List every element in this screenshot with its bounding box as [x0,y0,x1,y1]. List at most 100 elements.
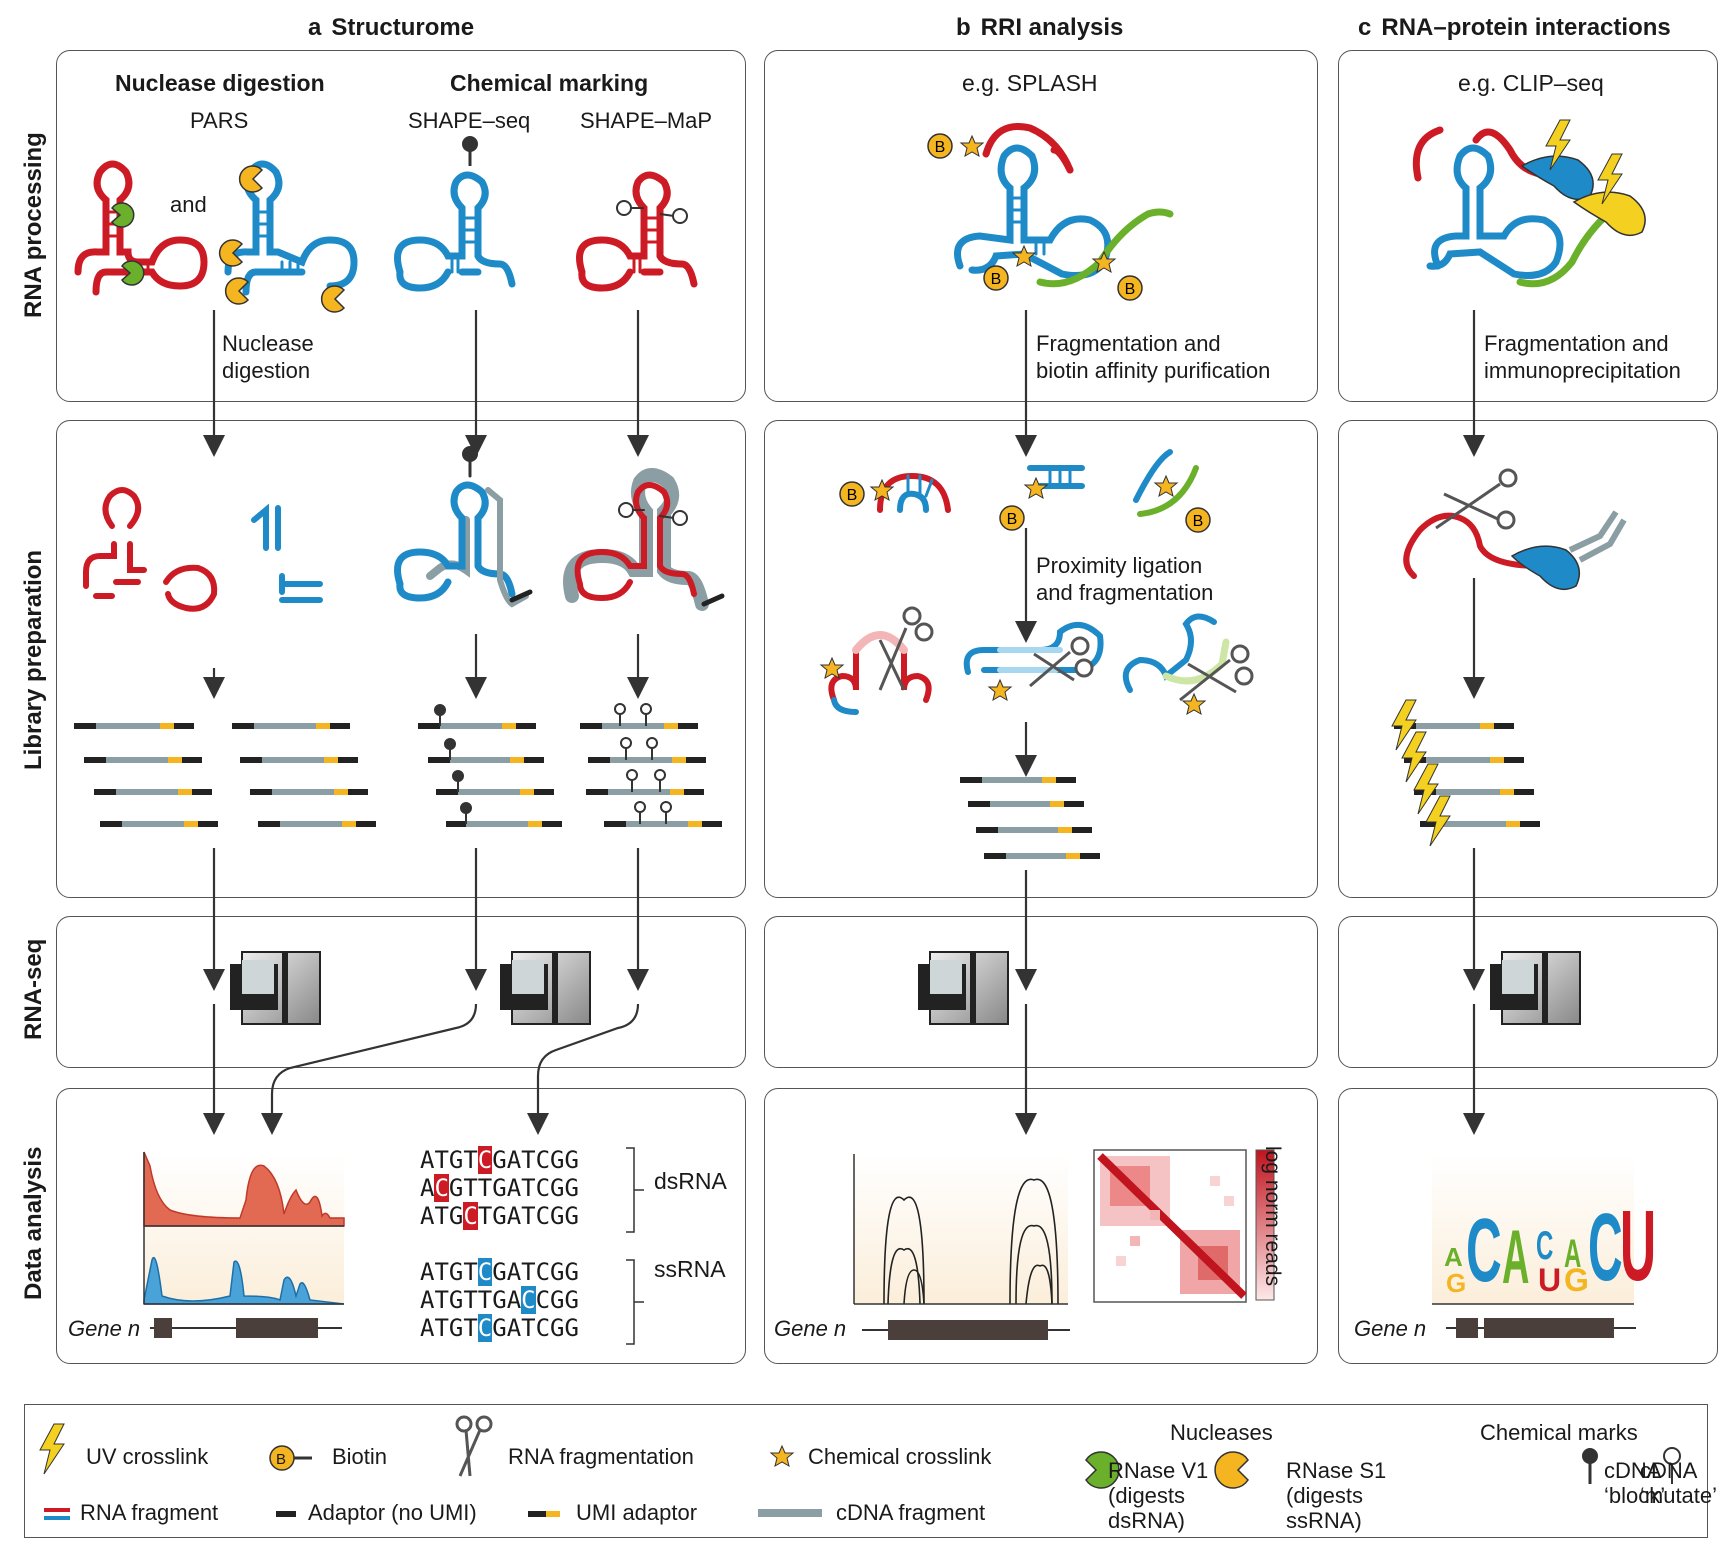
cdna-reads-b [960,777,1100,859]
panel-c-rna-processing [1338,50,1718,402]
legend-biotin-mark: B [276,1451,287,1468]
read-uv-icons [1391,699,1451,847]
legend-cdna-icon [758,1509,822,1517]
legend-frag-label: RNA fragmentation [508,1444,694,1469]
ligated-chimeras [828,613,1230,715]
cdna-block-mark [462,136,478,166]
legend-nucleases-heading: Nucleases [1170,1420,1273,1445]
shape-map-rna [576,171,698,292]
panel-a-rna-processing [56,50,746,402]
svg-text:B: B [847,487,858,504]
seq-ss-2: ATGTTGACCGG [420,1286,579,1314]
legend-v1-label: RNase V1 (digests dsRNA) [1108,1458,1209,1533]
ds-sequences: ATGTCGATCGG ACGTTGATCGG ATGCTGATCGG [420,1118,579,1230]
biotin-markers: B B B [927,133,1143,301]
pars-rna-blue [224,160,358,296]
motif-letter-1: A [1444,1242,1463,1272]
gene-label-b: Gene n [774,1316,847,1341]
reactivity-profiles [143,1151,345,1305]
and-label: and [170,192,207,217]
legend-icons [39,1415,1681,1520]
ds-label: dsRNA [654,1168,727,1194]
svg-text:B: B [1193,513,1204,530]
rnase-v1-icon [110,202,135,228]
column-a-heading: a Structurome [308,14,475,41]
motif-letter-4: C [1536,1224,1554,1268]
shape-seq-label: SHAPE–seq [408,108,531,133]
shape-seq-fragment [394,446,533,608]
seq-ss-1: ATGTCGATCGG [420,1258,579,1286]
motif-letter-4-low: U [1538,1262,1562,1298]
motif-letter-5: A [1564,1232,1582,1276]
nuclease-digestion-step: Nuclease digestion [222,331,314,383]
sequencer-icon-a2 [500,951,591,1025]
chemical-crosslink-stars [959,134,1117,274]
panel-a-rnaseq [56,916,746,1068]
legend-star-icon [769,1444,795,1468]
motif-letter-7: U [1620,1190,1657,1302]
cdna-reads-a [74,703,722,827]
clip-protein [1510,545,1581,591]
legend-uv-icon [39,1423,65,1475]
shape-map-fragment [563,468,725,611]
contact-heatmap [1093,1149,1247,1303]
sequencer-icon-b [918,951,1009,1025]
legend-chem-label: Chemical crosslink [808,1444,992,1469]
cdna-mutate-marks [616,200,688,224]
clip-fragment [1403,512,1543,579]
clip-step-1: Fragmentation and immunoprecipitation [1484,331,1681,383]
clip-scissors [1435,468,1518,530]
splash-fragments-stars [869,474,1179,502]
column-c-heading: c RNA–protein interactions [1358,14,1671,41]
legend-rna-fragment-icon [44,1508,70,1520]
column-b-heading: b RRI analysis [956,14,1124,41]
panel-c-library [1338,420,1718,898]
motif-letter-5-low: G [1564,1262,1589,1298]
rna-binding-protein-2 [1572,191,1646,237]
motif-letter-1-low: G [1446,1268,1467,1298]
panel-b-rna-processing [764,50,1318,402]
legend-chem-marks-heading: Chemical marks [1480,1420,1638,1445]
motif-letter-2: C [1466,1201,1502,1301]
rri-step-1: Fragmentation and biotin affinity purifi… [1036,331,1271,383]
legend-cdna-label: cDNA fragment [836,1500,986,1525]
legend-biotin-label: Biotin [332,1444,388,1469]
rnase-v1-icon-2 [120,260,145,286]
motif-plot [1432,1154,1634,1305]
sequencer-icon-a1 [230,951,321,1025]
flow-arrows [203,310,1485,1135]
legend-block-icon [1582,1448,1598,1484]
legend [24,1404,1708,1538]
seq-ds-2: ACGTTGATCGG [420,1174,579,1202]
svg-text:B: B [935,139,946,156]
antibody-icon [1568,510,1627,563]
splash-fragments-biotin: B B B [839,481,1211,533]
legend-umi-label: UMI adaptor [576,1500,698,1525]
heatmap-label: log norm reads [1261,1146,1284,1287]
panel-a-library [56,420,746,898]
scissors-icons [878,606,1254,702]
clip-seq-label: e.g. CLIP–seq [1458,70,1604,96]
pars-fragments [83,487,323,612]
chemical-marking-heading: Chemical marking [450,70,649,96]
rri-step-2: Proximity ligation and fragmentation [1036,553,1214,605]
gene-label-c: Gene n [1354,1316,1427,1341]
nuclease-digestion-heading: Nuclease digestion [115,70,325,96]
chimera-stars [819,656,1207,716]
cdna-block-read-marks [434,704,472,824]
seq-ss-3: ATGTCGATCGG [420,1314,579,1342]
gene-model-a [150,1318,342,1338]
rri-arc-plot [853,1154,1068,1305]
motif-letter-3: A [1502,1215,1530,1300]
ss-label: ssRNA [654,1256,726,1282]
legend-rna-fragment-label: RNA fragment [80,1500,219,1525]
seq-ds-3: ATGCTGATCGG [420,1202,579,1230]
gene-label-a: Gene n [68,1316,141,1341]
legend-adaptor-icon [276,1511,296,1517]
ss-sequences: ATGTCGATCGG ATGTTGACCGG ATGTCGATCGG [420,1230,579,1342]
legend-block-label: cDNA ‘block’ [1604,1458,1666,1508]
legend-v1-icon [1085,1451,1120,1489]
legend-umi-icon [528,1511,560,1517]
seq-ds-1: ATGTCGATCGG [420,1146,579,1174]
